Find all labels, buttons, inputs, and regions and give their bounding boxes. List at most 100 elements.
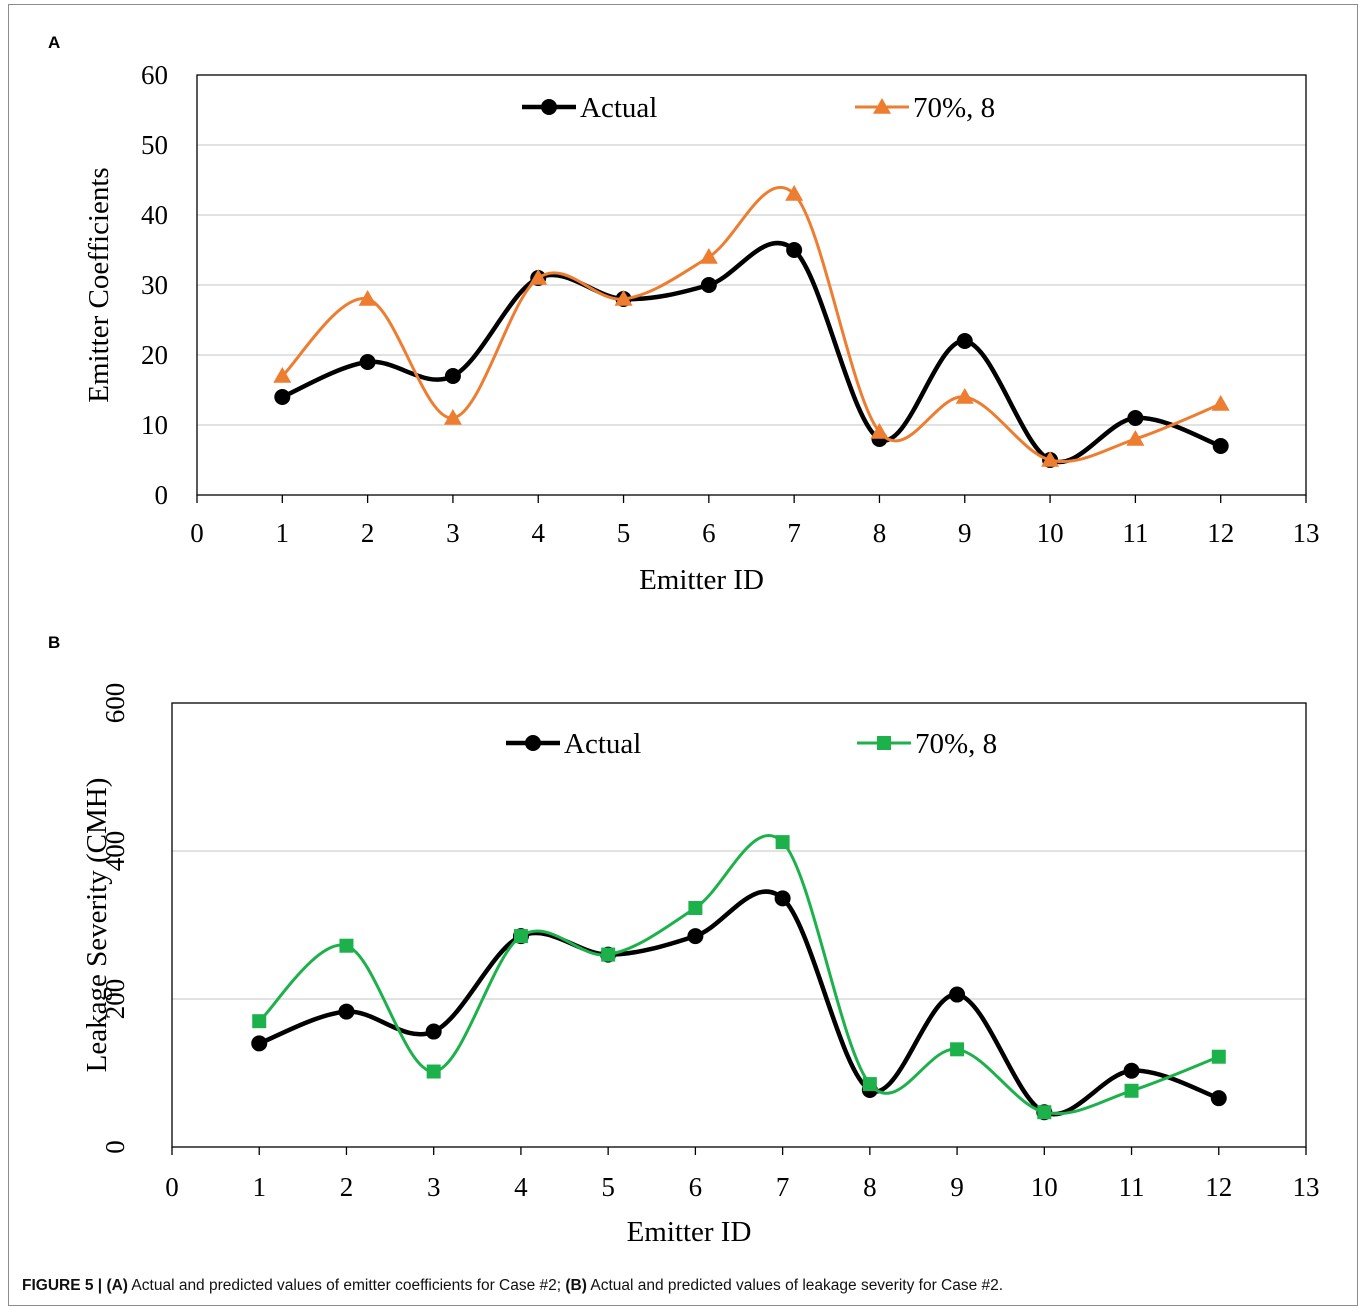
panel-letter: B [48,633,60,652]
x-tick-label: 13 [1293,518,1320,548]
data-point [1211,1049,1226,1064]
data-point [601,947,616,962]
data-point [339,938,354,953]
legend-marker [873,98,891,114]
panel-letter: A [48,33,60,52]
data-point [252,1014,267,1029]
caption-part-b-label: (B) [565,1277,587,1294]
x-tick-label: 8 [873,518,887,548]
series-predicted [273,185,1230,467]
data-point [700,277,717,293]
figure-caption: FIGURE 5 | (A) Actual and predicted valu… [22,1277,1342,1295]
x-tick-label: 7 [776,1172,790,1202]
plot-area-border [196,74,1307,496]
data-point [1124,1083,1139,1098]
series-line [258,834,1220,1116]
series-line [281,185,1222,463]
legend-item-actual: Actual [522,92,657,124]
x-tick-label: 12 [1207,518,1234,548]
data-point [274,389,291,405]
data-point [443,409,462,425]
x-tick-label: 5 [617,518,631,548]
y-axis-title: Leakage Severity (CMH) [81,778,113,1073]
series-actual [251,889,1227,1121]
data-point [949,986,966,1003]
x-tick-label: 10 [1031,1172,1058,1202]
data-point [614,290,633,306]
data-point [1210,1090,1227,1107]
plot-area-border [171,702,1307,1148]
x-axis-title: Emitter ID [639,564,764,596]
data-point [862,1077,877,1092]
x-tick-label: 4 [531,518,545,548]
x-tick-label: 2 [361,518,375,548]
data-point [426,1064,441,1079]
legend-label: Actual [564,728,641,760]
caption-figure-label: FIGURE 5 | [22,1277,103,1294]
x-tick-label: 1 [276,518,290,548]
legend-marker [525,735,541,751]
y-tick-label: 20 [141,340,168,370]
x-tick-label: 10 [1037,518,1064,548]
x-tick-label: 9 [950,1172,964,1202]
data-point [358,290,377,306]
x-tick-label: 12 [1205,1172,1232,1202]
data-point [1123,1062,1140,1079]
legend-item-predicted: 70%, 8 [857,728,997,760]
legend-marker [877,736,891,750]
x-tick-label: 6 [702,518,716,548]
data-point [785,185,804,201]
legend-label: Actual [580,92,657,124]
x-tick-label: 9 [958,518,972,548]
data-point [688,900,703,915]
y-tick-label: 50 [141,130,168,160]
data-point [955,388,974,404]
x-tick-label: 7 [787,518,801,548]
x-tick-label: 8 [863,1172,877,1202]
legend-label: 70%, 8 [913,92,995,124]
data-point [1211,395,1230,411]
x-tick-label: 1 [252,1172,266,1202]
x-tick-label: 2 [340,1172,354,1202]
caption-part-a-text: Actual and predicted values of emitter c… [127,1277,566,1294]
x-tick-label: 3 [446,518,460,548]
y-tick-label: 60 [141,60,168,90]
y-tick-label: 30 [141,270,168,300]
x-tick-label: 0 [165,1172,179,1202]
data-point [529,269,548,285]
data-point [359,354,376,370]
caption-part-b-text: Actual and predicted values of leakage s… [586,1277,1004,1294]
data-point [1126,430,1145,446]
x-tick-label: 3 [427,1172,441,1202]
data-point [870,423,889,439]
x-tick-label: 13 [1293,1172,1320,1202]
caption-part-a-label: (A) [106,1277,128,1294]
x-tick-label: 11 [1119,1172,1145,1202]
data-point [956,333,973,349]
data-point [1212,438,1229,454]
chart-panel-a: A0 1 2 3 4 5 6 7 8 9 10 11 12 130102030405060Emitter … [48,33,1320,596]
data-point [273,367,292,383]
figure-svg: A0 1 2 3 4 5 6 7 8 9 10 11 12 130102030405060Emitter … [48,33,1320,1248]
data-point [1037,1105,1052,1120]
x-tick-label: 4 [514,1172,528,1202]
data-point [699,248,718,264]
data-point [775,835,790,850]
data-point [774,890,791,907]
y-tick-label: 400 [100,831,130,872]
data-point [786,242,803,258]
data-point [950,1042,965,1057]
x-axis-title: Emitter ID [627,1216,752,1248]
series-line [281,240,1222,465]
data-point [251,1035,268,1052]
y-tick-label: 0 [155,480,169,510]
y-tick-label: 10 [141,410,168,440]
data-point [1041,451,1060,467]
y-tick-label: 0 [100,1140,130,1154]
data-point [425,1023,442,1040]
legend-item-predicted: 70%, 8 [855,92,995,124]
x-tick-label: 5 [601,1172,615,1202]
data-point [1127,410,1144,426]
y-tick-label: 200 [100,979,130,1020]
